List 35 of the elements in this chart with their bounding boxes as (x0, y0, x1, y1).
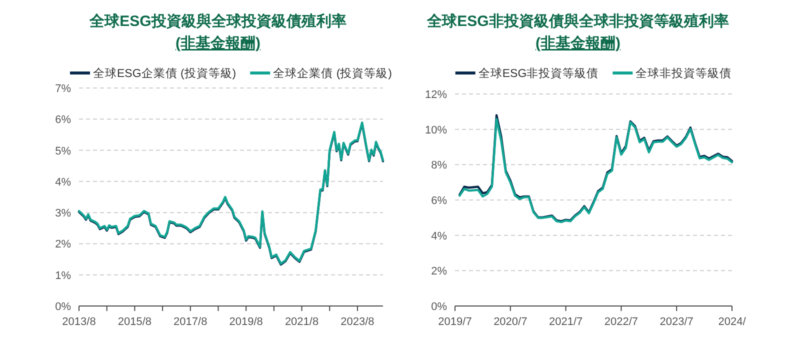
legend-label: 全球ESG非投資等級債 (478, 67, 599, 80)
chart-subtitle: (非基金報酬) (536, 35, 620, 52)
x-tick-label: 2021/8 (284, 316, 319, 328)
y-tick-label: 0% (55, 301, 72, 313)
legend-label: 全球企業債 (投資等級) (273, 67, 392, 80)
y-tick-label: 1% (55, 270, 72, 282)
y-tick-label: 10% (424, 124, 448, 136)
chart-title: 全球ESG非投資級債與全球非投資等級殖利率 (426, 12, 729, 30)
x-tick-label: 2024/ (718, 316, 747, 328)
legend-label: 全球ESG企業債 (投資等級) (93, 67, 236, 80)
y-tick-label: 12% (424, 89, 448, 101)
chart-subtitle: (非基金報酬) (176, 35, 260, 52)
chart-title: 全球ESG投資級與全球投資級債殖利率 (88, 12, 346, 30)
x-tick-label: 2019/8 (229, 316, 263, 328)
x-tick-label: 2023/7 (660, 316, 694, 328)
x-tick-label: 2021/7 (548, 316, 583, 328)
y-tick-label: 4% (55, 176, 72, 188)
legend-label: 全球非投資等級債 (636, 67, 732, 80)
y-tick-label: 2% (55, 238, 72, 251)
x-tick-label: 2022/7 (604, 316, 638, 328)
y-tick-label: 2% (431, 266, 448, 278)
y-tick-label: 5% (55, 145, 72, 158)
x-tick-label: 2019/7 (438, 316, 472, 328)
y-tick-label: 7% (55, 83, 72, 95)
x-tick-label: 2017/8 (174, 316, 208, 328)
y-tick-label: 6% (431, 195, 448, 207)
x-tick-label: 2013/8 (62, 316, 96, 328)
x-tick-label: 2015/8 (118, 316, 152, 328)
y-tick-label: 6% (55, 114, 72, 126)
y-tick-label: 0% (431, 301, 448, 313)
x-tick-label: 2023/8 (340, 316, 374, 328)
x-tick-label: 2020/7 (494, 316, 528, 328)
y-tick-label: 8% (431, 160, 448, 172)
y-tick-label: 4% (431, 230, 448, 242)
y-tick-label: 3% (55, 208, 72, 220)
